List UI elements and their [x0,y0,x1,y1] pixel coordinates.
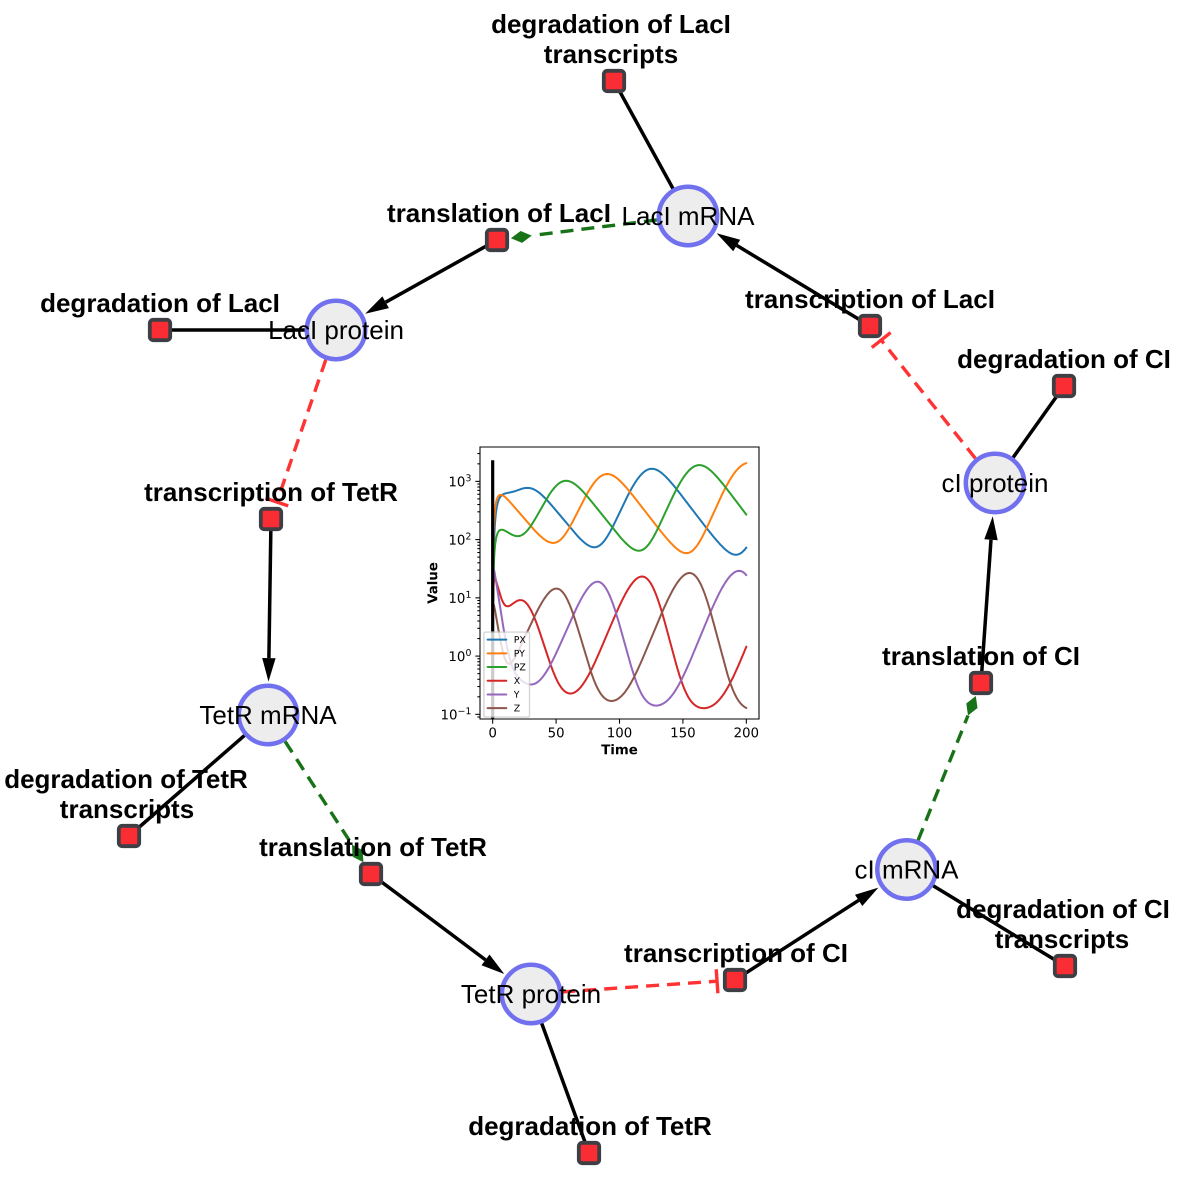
svg-text:cI protein: cI protein [942,468,1049,498]
svg-text:cI mRNA: cI mRNA [855,855,960,885]
svg-text:TetR mRNA: TetR mRNA [199,700,337,730]
svg-text:LacI protein: LacI protein [268,315,404,345]
svg-text:translation of LacI: translation of LacI [387,198,611,228]
svg-text:transcription of CI: transcription of CI [624,938,848,968]
svg-text:TetR protein: TetR protein [461,979,601,1009]
svg-text:degradation of TetR: degradation of TetR [468,1111,712,1141]
svg-text:degradation of CI: degradation of CI [957,344,1171,374]
svg-text:transcripts: transcripts [60,794,194,824]
svg-text:degradation of TetR: degradation of TetR [4,764,248,794]
svg-text:transcription of LacI: transcription of LacI [745,284,995,314]
svg-text:translation of CI: translation of CI [882,641,1080,671]
svg-text:transcripts: transcripts [544,39,678,69]
svg-text:LacI mRNA: LacI mRNA [622,201,756,231]
svg-text:degradation of LacI: degradation of LacI [491,9,731,39]
svg-text:translation of TetR: translation of TetR [259,832,487,862]
svg-text:transcripts: transcripts [995,924,1129,954]
svg-text:degradation of LacI: degradation of LacI [40,288,280,318]
svg-text:degradation of CI: degradation of CI [956,894,1170,924]
svg-text:transcription of TetR: transcription of TetR [144,477,398,507]
